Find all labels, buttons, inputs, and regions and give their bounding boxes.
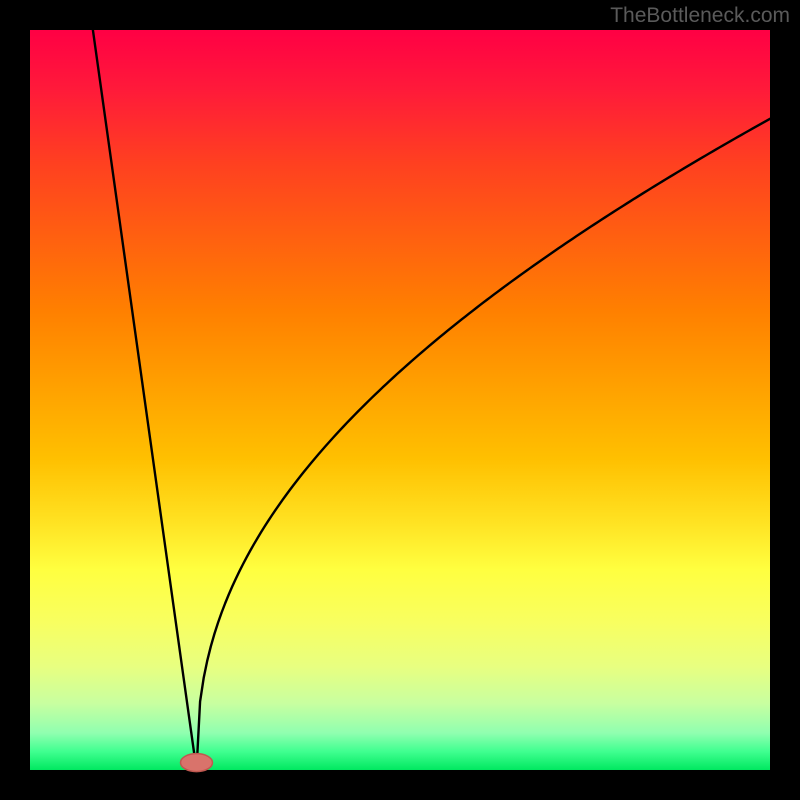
chart-plot-background: [30, 30, 770, 770]
bottleneck-chart: [0, 0, 800, 800]
minimum-marker: [181, 754, 213, 772]
watermark-text: TheBottleneck.com: [610, 4, 790, 28]
chart-container: TheBottleneck.com: [0, 0, 800, 800]
